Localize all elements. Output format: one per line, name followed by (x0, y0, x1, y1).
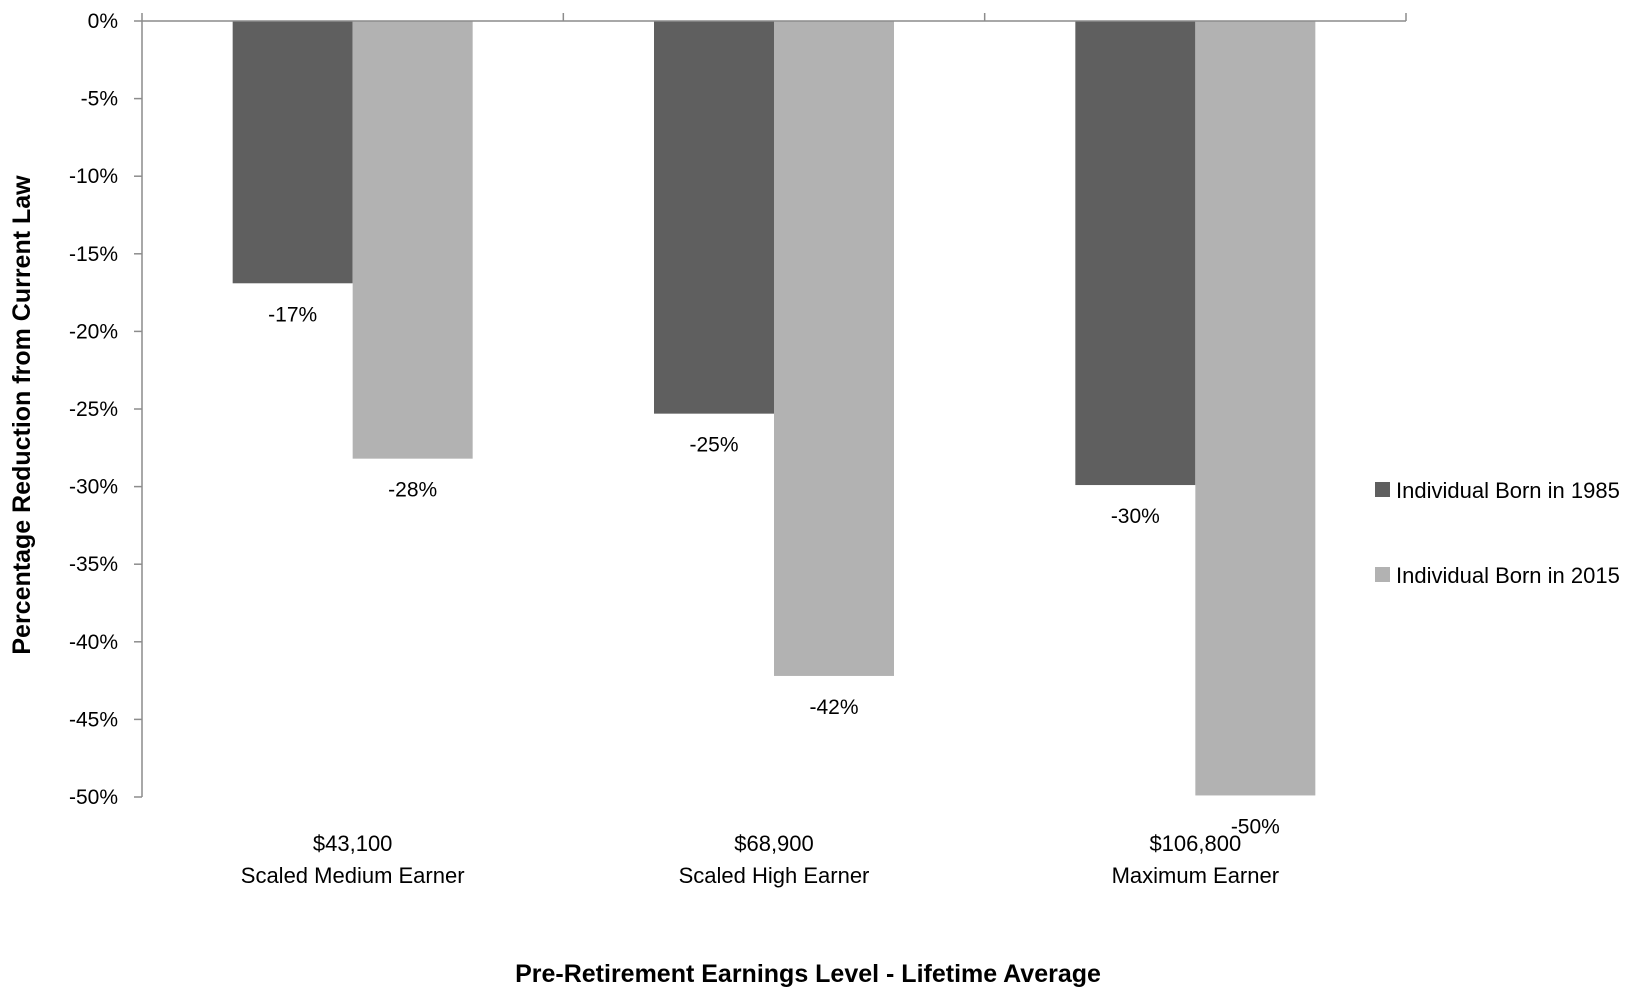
data-label: -25% (689, 434, 738, 457)
bars-layer (232, 21, 1316, 796)
legend: Individual Born in 1985 Individual Born i… (1375, 478, 1620, 588)
data-label: -28% (388, 479, 437, 502)
bar-series-2-cat-3 (1195, 21, 1316, 796)
data-label: -17% (268, 303, 317, 326)
bar-series-2-cat-2 (774, 21, 894, 676)
y-tick-label: -25% (69, 398, 118, 421)
legend-label: Individual Born in 2015 (1396, 563, 1620, 588)
y-tick-label: -40% (69, 631, 118, 654)
y-tick-label: -35% (69, 553, 118, 576)
category-label-name: Scaled High Earner (679, 863, 870, 888)
category-label-value: $106,800 (1149, 831, 1241, 856)
category-label-value: $68,900 (734, 831, 814, 856)
category-label-name: Maximum Earner (1112, 863, 1279, 888)
y-tick-label: -30% (69, 476, 118, 499)
y-tick-label: 0% (88, 10, 118, 33)
data-label: -42% (809, 696, 858, 719)
bar-series-2-cat-1 (352, 21, 473, 459)
labels-layer: -17% -25% -30% -28% -42% -50% $43,100 Scaled Me… (241, 303, 1280, 888)
y-tick-label: -5% (81, 88, 118, 111)
y-tick-label: -10% (69, 165, 118, 188)
y-tick-label: -20% (69, 320, 118, 343)
bar-series-1-cat-3 (1075, 21, 1196, 486)
y-tick-label: -15% (69, 243, 118, 266)
legend-swatch (1375, 567, 1390, 582)
x-axis-title: Pre-Retirement Earnings Level - Lifetime… (515, 960, 1101, 987)
y-tick-label: -50% (69, 786, 118, 809)
legend-swatch (1375, 482, 1390, 497)
data-label: -50% (1231, 815, 1280, 838)
axes-layer: 0% -5% -10% -15% -20% -25% -30% -35% -40% -45% -50… (69, 10, 1407, 809)
category-label-name: Scaled Medium Earner (241, 863, 465, 888)
category-label-value: $43,100 (313, 831, 393, 856)
legend-label: Individual Born in 1985 (1396, 478, 1620, 503)
data-label: -30% (1111, 505, 1160, 528)
y-axis-title: Percentage Reduction from Current Law (8, 175, 36, 655)
bar-series-1-cat-1 (232, 21, 353, 284)
y-tick-label: -45% (69, 708, 118, 731)
bar-series-1-cat-2 (654, 21, 774, 414)
